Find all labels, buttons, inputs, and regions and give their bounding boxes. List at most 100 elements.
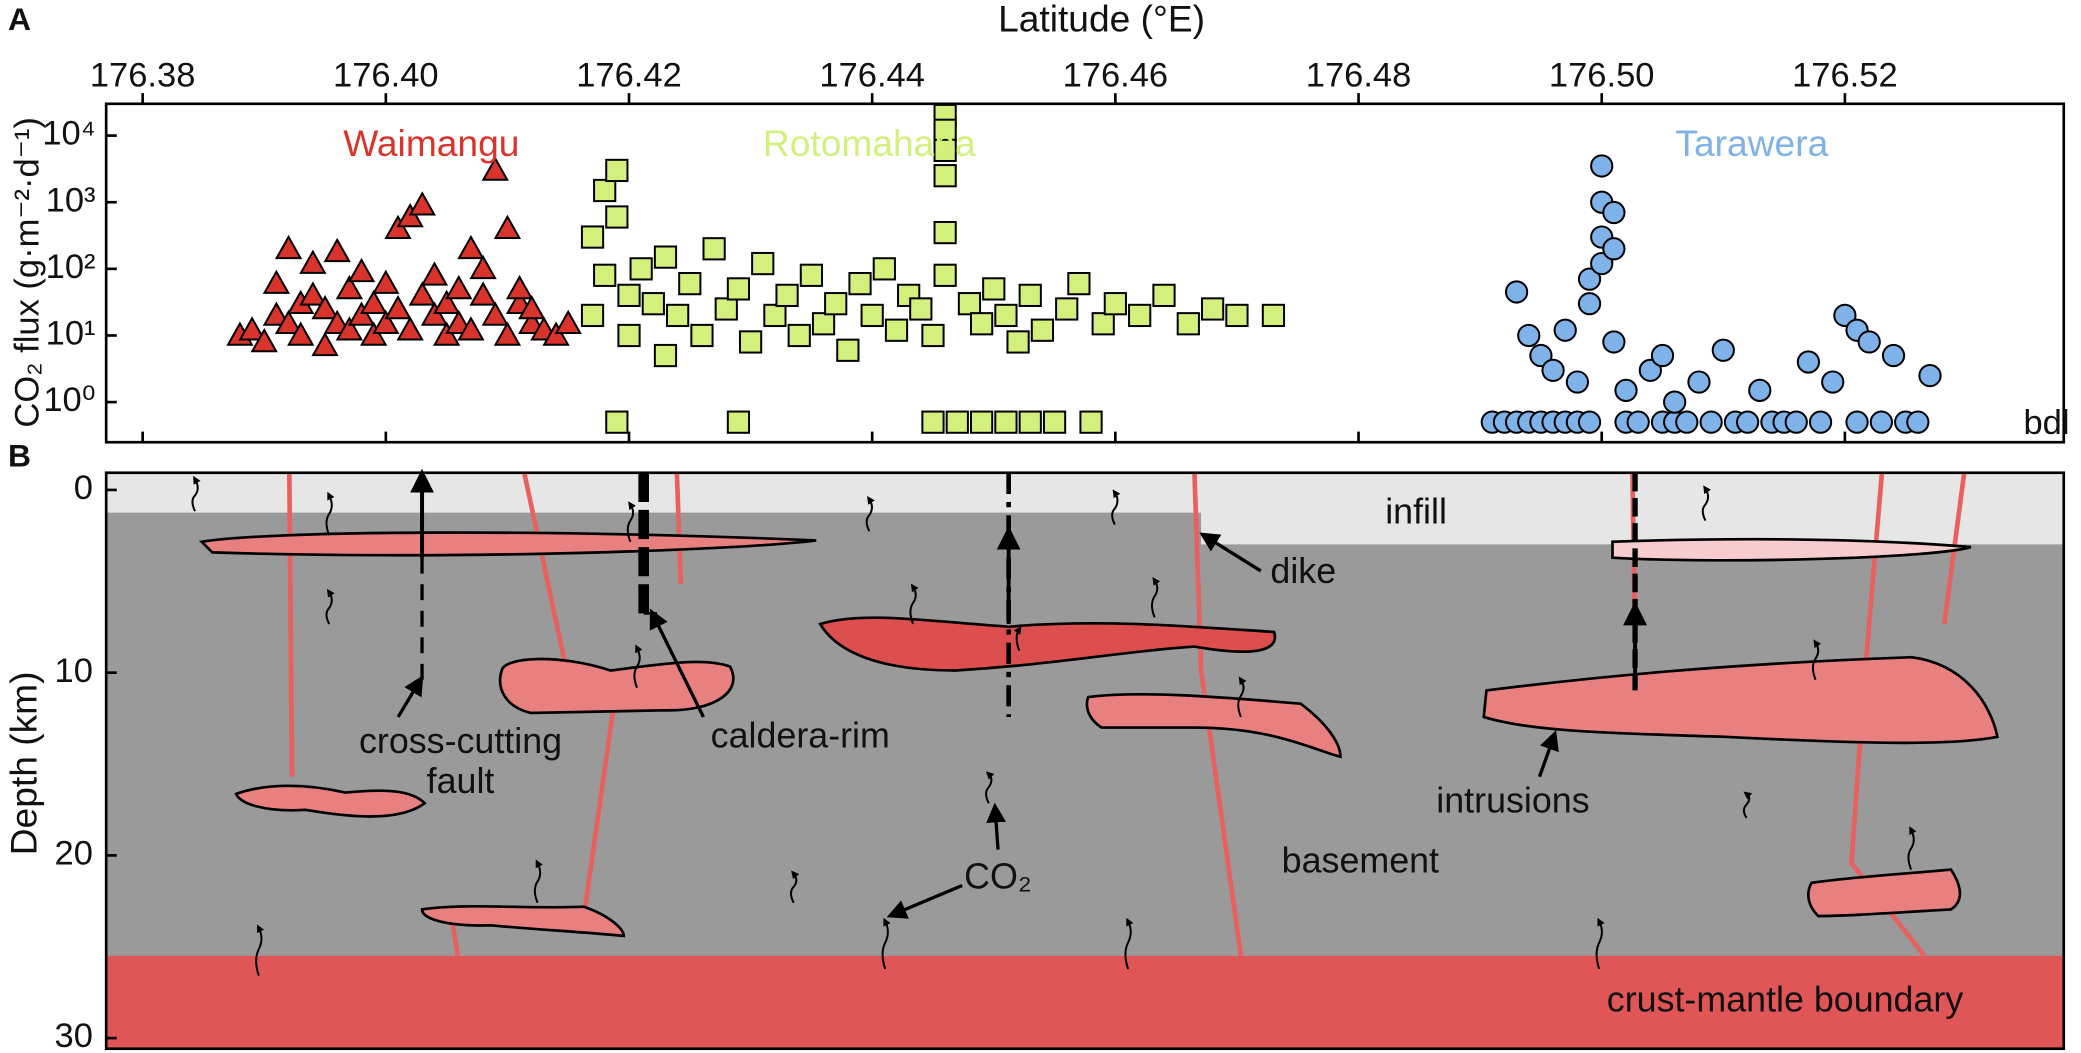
bdl-label: bdl <box>2023 404 2069 442</box>
point <box>751 251 775 276</box>
point <box>1577 410 1602 434</box>
series-label: Waimangu <box>343 122 519 164</box>
point <box>1590 154 1614 178</box>
point <box>1833 303 1857 328</box>
point <box>384 214 412 240</box>
series <box>580 103 1286 434</box>
point <box>714 297 738 321</box>
panel-frame <box>104 471 2066 1051</box>
point <box>653 245 678 269</box>
x-tick-label: 176.44 <box>819 56 925 94</box>
point <box>1529 343 1553 368</box>
point <box>1869 410 1893 434</box>
point <box>1626 410 1650 434</box>
point <box>909 297 933 321</box>
y-tick-label: 20 <box>55 835 93 873</box>
y-tick-label: 10¹ <box>46 315 96 353</box>
y-axis-label: Depth (km) <box>2 672 44 856</box>
point <box>457 234 485 260</box>
point <box>1590 251 1614 276</box>
point <box>518 294 546 320</box>
point <box>666 303 690 328</box>
point <box>1663 390 1687 414</box>
point <box>1602 237 1626 261</box>
point <box>469 254 497 280</box>
point <box>432 321 461 346</box>
point <box>933 164 957 188</box>
point <box>1067 272 1091 296</box>
point <box>921 323 945 348</box>
x-tick-label: 176.46 <box>1063 56 1169 94</box>
point <box>335 316 363 341</box>
point <box>372 269 400 294</box>
point <box>360 321 388 346</box>
point <box>1030 318 1055 342</box>
diagram-label: basement <box>1282 840 1439 880</box>
x-tick-label: 176.42 <box>576 56 682 94</box>
point <box>262 301 291 326</box>
point <box>287 321 315 346</box>
point <box>702 237 726 261</box>
panel-label: B <box>8 438 31 474</box>
point <box>872 257 896 281</box>
point <box>360 289 388 314</box>
infill <box>106 472 2064 545</box>
y-tick-label: 10² <box>46 248 96 286</box>
point <box>1055 297 1079 321</box>
point <box>1821 370 1845 394</box>
point <box>678 272 702 296</box>
point <box>542 321 570 346</box>
point <box>617 283 641 307</box>
point <box>420 261 449 286</box>
point <box>323 237 351 263</box>
point <box>787 323 811 348</box>
point <box>1675 410 1699 434</box>
x-tick-label: 176.50 <box>1549 56 1655 94</box>
point <box>1857 330 1881 354</box>
point <box>457 316 485 341</box>
diagram-label: fault <box>427 761 495 801</box>
y-tick-label: 10⁴ <box>42 115 95 153</box>
point <box>921 410 945 434</box>
diagram-label: CO₂ <box>964 856 1032 896</box>
point <box>617 323 641 348</box>
point <box>250 327 278 353</box>
point <box>1541 358 1565 382</box>
point <box>432 289 461 314</box>
point <box>933 138 957 162</box>
point <box>1602 200 1626 225</box>
point <box>1103 292 1127 316</box>
point <box>653 343 678 368</box>
mantle <box>106 955 2064 1049</box>
point <box>933 220 957 245</box>
y-tick-label: 30 <box>55 1017 93 1053</box>
point <box>836 338 860 362</box>
point <box>969 410 994 434</box>
point <box>274 234 303 260</box>
point <box>824 292 848 316</box>
point <box>1577 267 1602 291</box>
point <box>1881 343 1906 368</box>
point <box>335 274 363 300</box>
point <box>945 410 969 434</box>
point <box>593 263 617 287</box>
point <box>1553 318 1577 342</box>
point <box>1638 358 1662 382</box>
panel-label: A <box>8 1 31 37</box>
point <box>593 178 617 203</box>
series-label: Tarawera <box>1675 122 1828 164</box>
point <box>1504 280 1529 304</box>
diagram-label: cross-cutting <box>359 721 562 761</box>
point <box>1906 410 1930 434</box>
point <box>1784 410 1808 434</box>
point <box>493 321 522 346</box>
point <box>1079 410 1103 434</box>
point <box>1225 303 1249 328</box>
point <box>726 277 751 301</box>
point <box>605 158 629 183</box>
point <box>445 274 473 300</box>
point <box>1176 312 1200 336</box>
x-tick-label: 176.40 <box>333 56 439 94</box>
point <box>726 410 751 434</box>
schematic <box>104 468 2066 1051</box>
